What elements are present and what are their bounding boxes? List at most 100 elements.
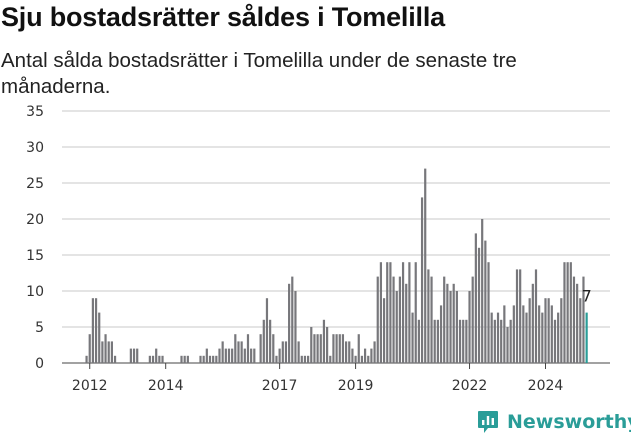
bar (433, 319, 436, 363)
bar (414, 262, 417, 363)
bar (576, 283, 579, 363)
bar (528, 298, 531, 363)
bar (113, 355, 117, 363)
bar (250, 348, 253, 363)
annotations: 7 (582, 287, 592, 306)
bar (379, 262, 383, 363)
bar (348, 341, 351, 363)
bar (199, 355, 202, 363)
bar (430, 276, 433, 363)
bar (357, 334, 360, 363)
bar (465, 319, 468, 363)
bar (326, 327, 329, 363)
bar (389, 262, 392, 363)
chart-title: Sju bostadsrätter såldes i Tomelilla (1, 2, 445, 32)
bar (420, 197, 424, 363)
bar (487, 262, 490, 363)
bar (566, 262, 569, 363)
bar (408, 262, 411, 363)
bar (367, 355, 370, 363)
bar (417, 319, 420, 363)
x-tick-label: 2024 (528, 378, 564, 394)
bar (506, 327, 509, 363)
bar (284, 341, 288, 363)
bar (443, 276, 446, 363)
bar (98, 312, 101, 363)
bar (427, 269, 430, 363)
bar (259, 334, 262, 363)
bar (344, 341, 348, 363)
x-axis-ticks: 2012 2014 2017 2019 2022 2024 (72, 363, 563, 394)
bar (91, 298, 94, 363)
bar (313, 334, 316, 363)
bar (180, 355, 183, 363)
bar (398, 276, 401, 363)
y-tick-label: 35 (26, 104, 44, 120)
y-tick-label: 10 (26, 284, 44, 300)
bar (224, 348, 227, 363)
bar (246, 334, 250, 363)
y-tick-label: 25 (26, 176, 44, 192)
bar (234, 334, 237, 363)
bar (316, 334, 319, 363)
bar (354, 355, 357, 363)
bar (395, 291, 398, 363)
bar (560, 298, 563, 363)
bar (85, 355, 88, 363)
bar (307, 355, 310, 363)
bar (557, 312, 560, 363)
bar (227, 348, 231, 363)
bar (212, 355, 215, 363)
bars (85, 168, 588, 363)
bar (424, 168, 427, 363)
bar (107, 341, 110, 363)
bar (240, 341, 243, 363)
bar (132, 348, 136, 363)
bar (531, 283, 534, 363)
bar (534, 269, 538, 363)
bar (237, 341, 240, 363)
bar (405, 283, 408, 363)
bar (376, 276, 379, 363)
bar (136, 348, 139, 363)
bar (500, 319, 503, 363)
bar (186, 355, 189, 363)
bar (370, 348, 373, 363)
bar (572, 276, 576, 363)
bar (519, 269, 522, 363)
y-axis-ticks: 0 5 10 15 20 25 30 35 (26, 104, 44, 372)
bar (525, 312, 528, 363)
bar (278, 348, 281, 363)
bar (474, 233, 477, 363)
bar (275, 355, 278, 363)
bar (515, 269, 519, 363)
y-tick-label: 5 (35, 320, 44, 336)
chart-subtitle: Antal sålda bostadsrätter i Tomelilla un… (1, 49, 517, 98)
bar (477, 247, 481, 363)
bar (253, 348, 256, 363)
bar (582, 276, 585, 363)
bar (294, 291, 297, 363)
bar (161, 355, 164, 363)
bar (329, 355, 332, 363)
bar (382, 298, 386, 363)
bar (579, 298, 582, 363)
bar (221, 341, 224, 363)
brand-name: Newsworthy (507, 411, 631, 433)
bar (484, 240, 487, 363)
bar (310, 327, 313, 363)
last-value-label: 7 (582, 287, 592, 306)
bar (522, 305, 525, 363)
bar (446, 283, 449, 363)
highlighted-bar (585, 312, 588, 363)
bar (88, 334, 91, 363)
bar (363, 348, 367, 363)
bar (110, 341, 113, 363)
bar (509, 319, 512, 363)
bar (541, 312, 544, 363)
bar (303, 355, 307, 363)
x-tick-label: 2022 (452, 378, 488, 394)
bar (272, 334, 275, 363)
bar (360, 355, 364, 363)
